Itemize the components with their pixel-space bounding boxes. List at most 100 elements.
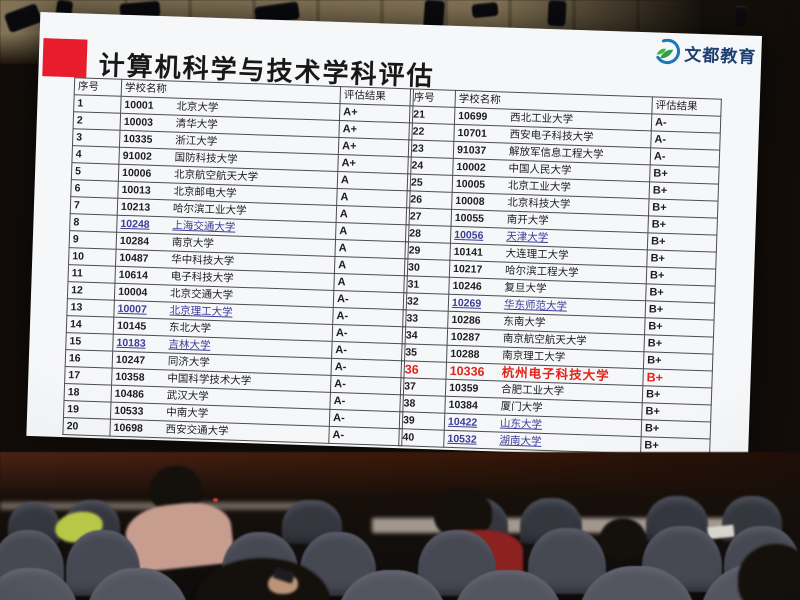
school-code: 10055 — [454, 211, 485, 225]
school-name: 东北大学 — [168, 321, 212, 335]
school-code: 10247 — [115, 353, 146, 367]
row-index: 20 — [62, 417, 111, 437]
header-index: 序号 — [409, 88, 456, 108]
school-code: 10287 — [450, 330, 481, 344]
school-code: 10384 — [448, 398, 478, 412]
evaluation-result: B+ — [647, 215, 718, 236]
row-index: 37 — [400, 377, 446, 397]
school-name: 北京科技大学 — [507, 196, 571, 211]
evaluation-result: A- — [333, 290, 407, 310]
row-index: 11 — [67, 264, 116, 284]
evaluation-result: A+ — [338, 120, 413, 140]
person-head — [434, 488, 492, 538]
row-index: 27 — [406, 207, 452, 227]
title-accent-block — [42, 38, 88, 78]
evaluation-result: B+ — [646, 266, 716, 287]
row-index: 26 — [406, 190, 453, 210]
school-name: 北京理工大学 — [169, 304, 233, 319]
row-index: 9 — [69, 230, 117, 250]
evaluation-result: A- — [329, 409, 403, 429]
school-code: 10699 — [457, 109, 488, 123]
school-name: 南京航空航天大学 — [502, 332, 587, 348]
evaluation-result: A- — [331, 358, 405, 378]
row-index: 29 — [404, 241, 451, 261]
row-index: 39 — [399, 411, 445, 431]
row-index: 16 — [65, 349, 113, 369]
person-head-foreground — [738, 544, 800, 600]
school-code: 10486 — [114, 387, 145, 401]
school-code: 10005 — [455, 177, 486, 191]
school-name: 西安电子科技大学 — [509, 128, 594, 144]
school-code: 10288 — [450, 347, 480, 361]
evaluation-result: B+ — [647, 232, 717, 253]
evaluation-result: B+ — [643, 351, 713, 372]
school-name: 山东大学 — [499, 417, 543, 431]
row-index: 30 — [404, 258, 450, 278]
school-name: 南京大学 — [171, 236, 215, 250]
evaluation-result: A — [333, 273, 408, 293]
person-head — [600, 518, 646, 560]
evaluation-result: A- — [332, 307, 407, 327]
row-index: 10 — [68, 247, 117, 267]
evaluation-result: B+ — [645, 300, 715, 321]
evaluation-result: A- — [328, 426, 403, 446]
school-code: 10422 — [447, 415, 478, 429]
school-name: 西安交通大学 — [165, 423, 229, 438]
row-index: 6 — [70, 179, 119, 199]
row-index: 34 — [402, 326, 448, 346]
row-index: 32 — [403, 292, 449, 312]
row-index: 36 — [400, 360, 447, 380]
row-index: 2 — [73, 111, 121, 131]
school-code: 10007 — [117, 302, 147, 316]
row-index: 21 — [409, 105, 455, 125]
evaluation-result: A- — [651, 113, 721, 134]
row-index: 15 — [65, 332, 114, 352]
row-index: 3 — [72, 128, 121, 148]
row-index: 5 — [71, 162, 119, 182]
evaluation-result: A — [336, 205, 410, 225]
evaluation-result: A- — [650, 147, 720, 168]
school-name: 南开大学 — [506, 213, 549, 228]
evaluation-result: B+ — [642, 368, 713, 389]
evaluation-result: A- — [650, 130, 721, 151]
school-name: 杭州电子科技大学 — [501, 365, 610, 384]
school-name: 哈尔滨工业大学 — [172, 202, 247, 217]
row-index: 4 — [71, 145, 120, 165]
evaluation-result: B+ — [641, 419, 711, 440]
school-code: 10248 — [120, 217, 150, 231]
school-code: 10183 — [116, 336, 146, 350]
school-code: 10141 — [453, 245, 484, 259]
school-name: 中国科学技术大学 — [167, 372, 252, 388]
brand-logo: 文都教育 — [654, 38, 757, 67]
row-index: 8 — [69, 213, 118, 233]
school-name: 上海交通大学 — [172, 219, 236, 234]
school-name: 哈尔滨工程大学 — [504, 264, 579, 280]
school-name: 合肥工业大学 — [500, 383, 565, 398]
evaluation-result: A- — [331, 341, 406, 361]
school-code: 10533 — [114, 404, 144, 418]
stage-light — [735, 6, 747, 26]
school-code: 10145 — [116, 319, 147, 333]
school-code: 10002 — [456, 160, 486, 174]
evaluation-result: A — [334, 256, 408, 276]
school-name: 国防科技大学 — [174, 151, 238, 166]
evaluation-result: A — [337, 171, 411, 191]
school-name: 湖南大学 — [499, 434, 542, 448]
school-name: 天津大学 — [506, 230, 549, 245]
evaluation-result: A+ — [338, 137, 412, 157]
evaluation-result: A+ — [337, 154, 412, 174]
school-code: 10056 — [454, 228, 484, 242]
evaluation-result: B+ — [642, 385, 712, 406]
school-name: 厦门大学 — [500, 400, 543, 414]
evaluation-result: A- — [332, 324, 406, 344]
row-index: 14 — [66, 315, 114, 335]
school-code: 10336 — [449, 363, 485, 379]
school-code: 10213 — [120, 200, 151, 214]
school-code: 91002 — [122, 149, 153, 163]
school-name: 华中科技大学 — [171, 253, 235, 268]
evaluation-result: A- — [330, 375, 404, 395]
school-name: 电子科技大学 — [170, 270, 234, 285]
school-code: 10269 — [451, 296, 482, 310]
stage-light — [547, 0, 567, 27]
school-code: 10246 — [452, 279, 482, 293]
